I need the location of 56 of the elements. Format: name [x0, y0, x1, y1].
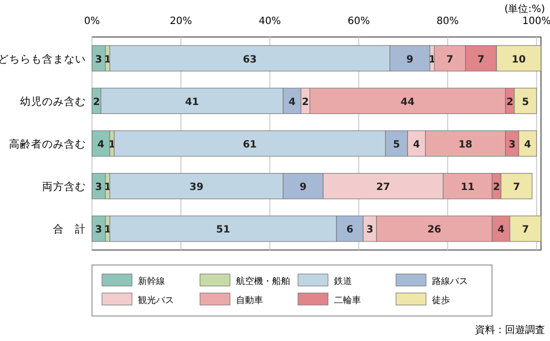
- y-tick-label: 高齢者のみ含む: [9, 138, 86, 150]
- legend-label: 二輪車: [334, 295, 361, 306]
- data-label: 51: [216, 224, 230, 236]
- data-label: 4: [498, 224, 505, 236]
- data-label: 2: [92, 96, 100, 108]
- data-label: 7: [446, 54, 454, 66]
- data-label: 7: [513, 182, 520, 194]
- x-tick-label: 80%: [436, 16, 459, 27]
- data-label: 3: [508, 140, 516, 150]
- data-label: 9: [300, 182, 307, 194]
- legend-label: 観光バス: [138, 295, 174, 306]
- data-label: 41: [185, 96, 200, 108]
- y-tick-label: 幼児のみ含む: [20, 94, 86, 108]
- data-label: 4: [413, 140, 420, 150]
- legend-label: 航空機・船舶: [236, 276, 290, 287]
- data-label: 44: [400, 96, 415, 108]
- data-label: 2: [302, 96, 309, 108]
- y-tick-label: どちらも含まない: [0, 52, 86, 66]
- data-label: 26: [427, 224, 442, 236]
- data-label: 3: [95, 182, 102, 194]
- data-label: 5: [522, 96, 529, 108]
- y-tick-label: 両方含む: [42, 180, 86, 194]
- x-tick-label: 40%: [258, 16, 281, 27]
- data-label: 6: [346, 224, 354, 236]
- legend-label: 鉄道: [334, 276, 352, 287]
- legend-label: 徒歩: [432, 295, 450, 306]
- x-tick-label: 100%: [522, 16, 550, 27]
- legend-label: 新幹線: [138, 276, 165, 287]
- x-tick-label: 60%: [348, 16, 370, 27]
- bar: [92, 130, 110, 157]
- data-label: 2: [493, 182, 500, 194]
- data-label: 7: [478, 54, 484, 66]
- data-label: 7: [522, 224, 529, 236]
- data-label: 2: [506, 96, 514, 108]
- data-label: 4: [288, 96, 296, 108]
- text: 資料：回遊調査: [475, 324, 545, 336]
- data-label: 10: [512, 54, 526, 66]
- data-label: 27: [376, 182, 390, 194]
- legend-label: 自動車: [236, 295, 263, 306]
- data-label: 9: [406, 54, 414, 66]
- data-label: 18: [458, 140, 472, 150]
- data-label: 5: [393, 140, 400, 150]
- data-label: 4: [524, 140, 532, 150]
- legend-label: 路線バス: [432, 276, 468, 287]
- data-label: 63: [242, 54, 257, 66]
- data-label: 4: [97, 140, 104, 150]
- data-label: 3: [95, 224, 102, 236]
- data-label: 3: [366, 224, 374, 236]
- x-tick-label: 20%: [170, 16, 192, 27]
- data-label: 61: [242, 140, 257, 150]
- text: (単位:%): [504, 3, 546, 15]
- data-label: 11: [460, 182, 475, 194]
- y-tick-label: 合 計: [53, 222, 86, 236]
- data-label: 39: [190, 182, 204, 194]
- data-label: 3: [95, 54, 102, 66]
- x-tick-label: 0%: [84, 16, 100, 27]
